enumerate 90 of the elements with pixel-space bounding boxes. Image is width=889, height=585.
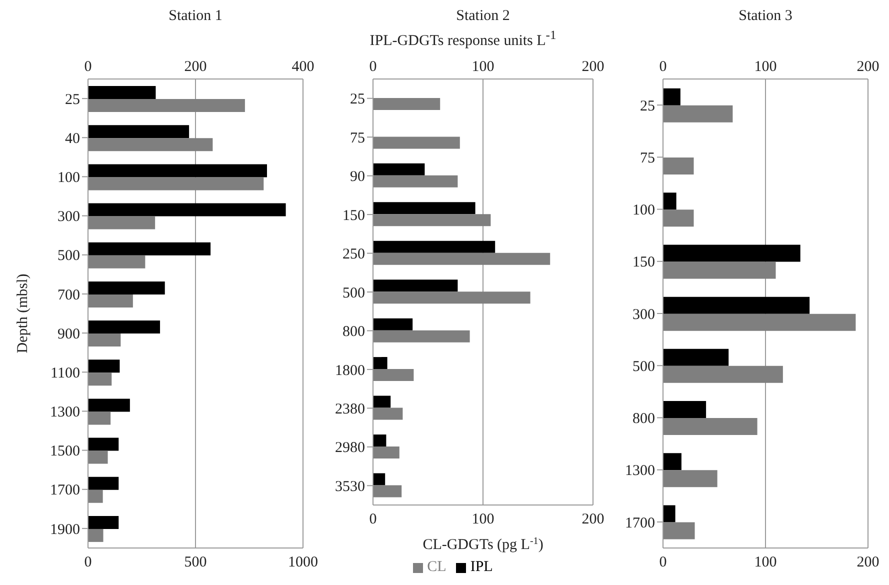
x2-tick-label: 0: [369, 512, 377, 528]
bar: [373, 175, 458, 188]
bar: [373, 485, 402, 498]
y-tick-label: 100: [632, 202, 655, 219]
bar: [373, 330, 470, 342]
y-tick-label: 90: [350, 169, 365, 186]
y-tick-label: 800: [342, 324, 365, 340]
bar: [663, 314, 856, 331]
y-tick-label: 1700: [50, 482, 80, 499]
bar: [663, 366, 783, 383]
y-tick-label: 3530: [335, 478, 365, 495]
bar: [373, 292, 530, 304]
bar: [373, 434, 386, 447]
bar: [663, 105, 733, 122]
y-tick-label: 100: [58, 170, 80, 186]
y-tick-label: 1800: [335, 362, 365, 379]
x-tick-label: 500: [184, 554, 207, 571]
y-tick-label: 900: [58, 326, 80, 342]
bar: [663, 522, 695, 540]
x-axis-title: CL-GDGTs (pg L$^{-1}$): [422, 536, 544, 553]
chart-title: Station 3: [738, 8, 794, 25]
bar: [373, 396, 391, 408]
bar: [663, 348, 729, 366]
y-axis-title: Depth (mbsl): [15, 274, 31, 354]
x-tick-label: 200: [582, 59, 604, 75]
y-tick-label: 500: [58, 248, 80, 264]
bar: [663, 157, 694, 174]
y-tick-label: 40: [65, 130, 80, 147]
bar: [373, 473, 386, 486]
bar: [663, 418, 758, 436]
bar: [373, 163, 425, 176]
bar: [373, 357, 388, 370]
bar: [663, 244, 800, 262]
y-tick-label: 1900: [50, 522, 80, 538]
x2-axis-title: IPL-GDGTs response units L$^{-1}$: [370, 28, 556, 49]
bar: [663, 210, 694, 227]
y-tick-label: 2380: [335, 402, 365, 418]
x-tick-label: 200: [856, 59, 880, 75]
x-tick-label: 1000: [288, 554, 318, 571]
bar: [373, 446, 400, 459]
bar: [663, 505, 676, 522]
bar: [373, 252, 550, 265]
x2-tick-label: 100: [472, 512, 494, 528]
x2-tick-label: 200: [582, 512, 604, 528]
bar: [373, 318, 413, 330]
bar: [373, 280, 458, 292]
y-tick-label: 25: [350, 92, 365, 108]
y-tick-label: 1500: [50, 444, 80, 460]
bar: [663, 296, 810, 314]
legend-label: IPL: [470, 559, 493, 575]
x-tick-label: 100: [472, 59, 494, 75]
bar: [663, 192, 676, 210]
x2-tick-label: 400: [292, 59, 314, 75]
y-tick-label: 250: [342, 246, 365, 263]
bar: [373, 202, 476, 214]
bar: [373, 98, 440, 110]
x-tick-label: 0: [659, 59, 667, 75]
y-tick-label: 25: [65, 92, 80, 108]
bar: [663, 401, 706, 418]
bar: [663, 88, 680, 106]
bar: [663, 262, 776, 279]
y-tick-label: 800: [632, 411, 655, 428]
chart-title: Station 2: [455, 8, 511, 25]
y-tick-label: 1300: [50, 404, 80, 421]
y-tick-label: 2980: [335, 440, 365, 456]
x-tick-label: 0: [369, 59, 377, 75]
bar: [373, 214, 491, 226]
x-tick-label: 0: [84, 554, 92, 571]
bar: [663, 470, 718, 488]
bar: [663, 453, 682, 470]
y-tick-label: 1700: [625, 515, 655, 532]
y-tick-label: 75: [350, 130, 365, 146]
y-tick-label: 300: [632, 306, 655, 323]
y-tick-label: 500: [342, 285, 365, 302]
y-tick-label: 25: [640, 98, 655, 114]
y-tick-label: 300: [58, 209, 80, 226]
bar: [373, 136, 460, 149]
x-tick-label: 100: [754, 59, 777, 75]
y-tick-label: 150: [632, 254, 655, 271]
legend-label: CL: [427, 559, 446, 575]
y-tick-label: 500: [632, 358, 655, 375]
y-tick-label: 75: [640, 150, 655, 166]
y-tick-label: 1100: [50, 365, 80, 382]
bar: [373, 369, 414, 382]
bar: [373, 408, 403, 420]
chart-title: Station 1: [168, 8, 224, 25]
y-tick-label: 700: [58, 287, 80, 304]
bar: [373, 240, 496, 253]
y-tick-label: 150: [342, 208, 365, 224]
y-tick-label: 1300: [625, 463, 655, 480]
